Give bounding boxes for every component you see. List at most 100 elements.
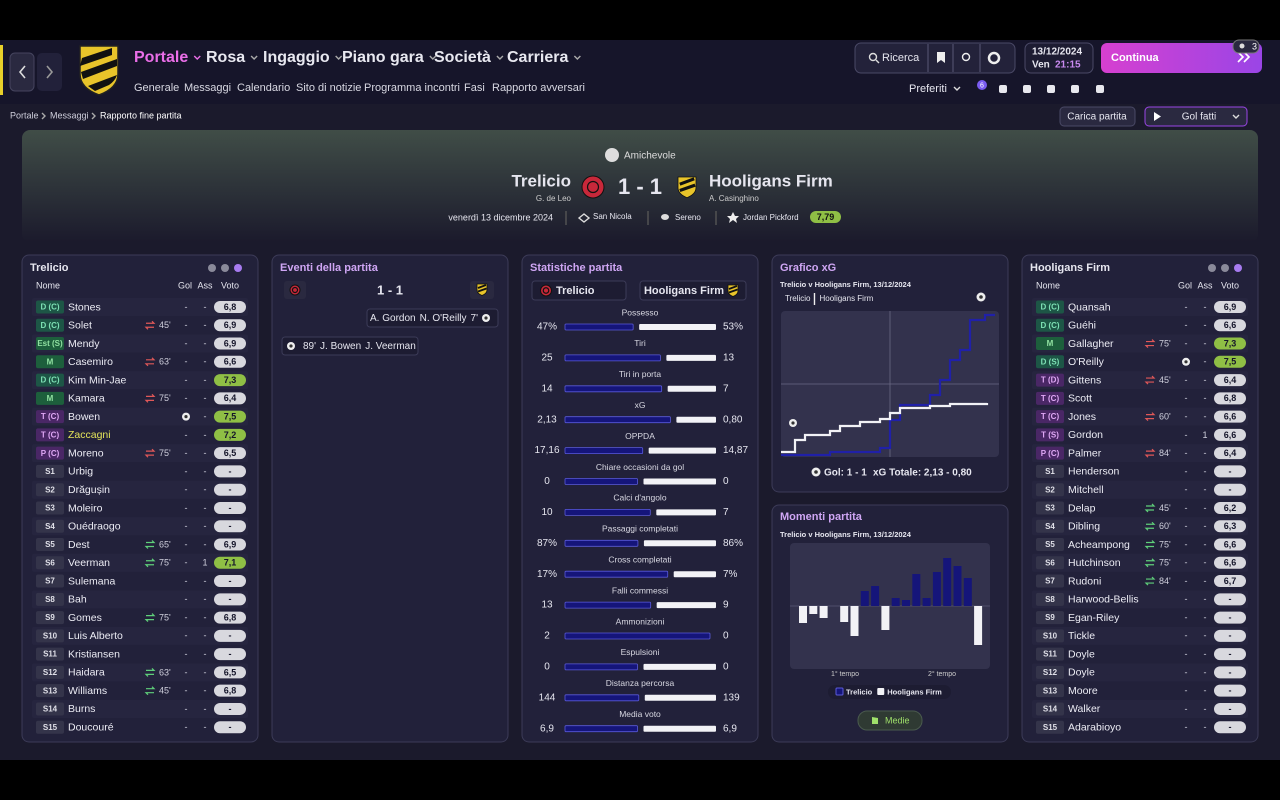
icon (335, 55, 343, 60)
favorites[interactable]: Preferiti (909, 83, 947, 95)
submenu-item[interactable]: Programma incontri (364, 82, 460, 94)
rating-pill (1214, 374, 1246, 387)
position: S12 (43, 668, 58, 677)
menu-item[interactable]: Società (434, 49, 491, 66)
player-name[interactable]: Adarabioyo (1068, 721, 1121, 733)
toolbar-icon[interactable] (1071, 85, 1079, 93)
toolbar-icon[interactable] (1023, 85, 1031, 93)
stat-bar-home (564, 508, 651, 516)
position-badge (1036, 647, 1064, 661)
player-name[interactable]: Jones (1068, 411, 1096, 423)
player-name[interactable]: Henderson (1068, 466, 1120, 478)
player-name[interactable]: Harwood-Bellis (1068, 594, 1139, 606)
submenu-item[interactable]: Calendario (237, 82, 290, 94)
player-name[interactable]: Doyle (1068, 648, 1095, 660)
player-name[interactable]: Delap (1068, 502, 1096, 514)
player-name[interactable]: Kamara (68, 393, 105, 405)
rating: 6,6 (224, 357, 237, 367)
menu-item[interactable]: Portale (134, 49, 188, 66)
menu-item[interactable]: Carriera (507, 49, 568, 66)
toolbar-icon[interactable] (1096, 85, 1104, 93)
submenu-item[interactable]: Messaggi (184, 82, 231, 94)
breadcrumb-item[interactable]: Messaggi (50, 110, 89, 120)
assists: - (204, 320, 207, 330)
goals-button[interactable] (1144, 106, 1248, 127)
position-badge (36, 592, 64, 606)
submenu-item[interactable]: Fasi (464, 82, 485, 94)
player-name[interactable]: Doyle (1068, 667, 1095, 679)
player-name[interactable]: Drăgușin (68, 484, 110, 496)
rating-pill (1214, 556, 1246, 569)
menu-item[interactable]: Piano gara (342, 49, 424, 66)
player-name[interactable]: Dest (68, 539, 90, 551)
player-name[interactable]: Palmer (1068, 447, 1102, 459)
submenu-item[interactable]: Generale (134, 82, 179, 94)
player-name[interactable]: Mendy (68, 338, 100, 350)
stat-home: 0 (544, 476, 550, 487)
averages-button[interactable] (857, 710, 923, 731)
player-name[interactable]: O'Reilly (1068, 356, 1105, 368)
forward-button[interactable] (37, 53, 62, 91)
panel-dot (1221, 264, 1229, 272)
player-name[interactable]: Guéhi (1068, 320, 1096, 332)
position-badge (36, 538, 64, 552)
player-name[interactable]: Solet (68, 320, 92, 332)
player-name[interactable]: Moleiro (68, 502, 103, 514)
player-name[interactable]: Luis Alberto (68, 630, 123, 642)
player-name[interactable]: Stones (68, 301, 101, 313)
player-name[interactable]: Rudoni (1068, 575, 1101, 587)
player-name[interactable]: Tickle (1068, 630, 1095, 642)
breadcrumb-item[interactable]: Portale (10, 110, 39, 120)
player-name[interactable]: Acheampong (1068, 539, 1130, 551)
player-name[interactable]: Moreno (68, 447, 104, 459)
player-name[interactable]: Egan-Riley (1068, 612, 1120, 624)
menu-item[interactable]: Ingaggio (263, 49, 330, 66)
menu-item[interactable]: Rosa (206, 49, 245, 66)
goals: - (1185, 686, 1188, 696)
player-name[interactable]: Veerman (68, 557, 110, 569)
position: S3 (45, 504, 55, 513)
player-name[interactable]: Casemiro (68, 356, 113, 368)
submenu-item[interactable]: Rapporto avversari (492, 82, 585, 94)
toolbar-icon[interactable] (1047, 85, 1055, 93)
player-name[interactable]: Haidara (68, 667, 105, 679)
player-name[interactable]: Williams (68, 685, 107, 697)
continue-button[interactable] (1101, 43, 1262, 73)
player-name[interactable]: Dibling (1068, 521, 1100, 533)
rating-pill (214, 721, 246, 734)
rating: - (1229, 631, 1232, 641)
submenu-item[interactable]: Sito di notizie (296, 82, 361, 94)
player-name[interactable]: Sulemana (68, 575, 115, 587)
player-name[interactable]: Quansah (1068, 301, 1111, 313)
assists: - (1204, 503, 1207, 513)
player-name[interactable]: Burns (68, 703, 95, 715)
player-name[interactable]: Mitchell (1068, 484, 1104, 496)
player-name[interactable]: Moore (1068, 685, 1098, 697)
player-name[interactable]: Ouédraogo (68, 521, 121, 533)
player-name[interactable]: Gallagher (1068, 338, 1114, 350)
player-name[interactable]: Gomes (68, 612, 102, 624)
player-name[interactable]: Urbig (68, 466, 93, 478)
assists: - (204, 686, 207, 696)
player-name[interactable]: Zaccagni (68, 429, 111, 441)
position: S6 (1045, 558, 1055, 567)
stat-bar-away (639, 324, 716, 330)
back-button[interactable] (9, 52, 35, 92)
panel-dot (1234, 264, 1242, 272)
player-name[interactable]: Hutchinson (1068, 557, 1121, 569)
player-name[interactable]: Kim Min-Jae (68, 374, 127, 386)
player-name[interactable]: Bowen (68, 411, 100, 423)
player-name[interactable]: Gordon (1068, 429, 1103, 441)
player-name[interactable]: Scott (1068, 393, 1092, 405)
player-name[interactable]: Doucouré (68, 721, 114, 733)
load-button[interactable] (1059, 106, 1136, 127)
player-name[interactable]: Walker (1068, 703, 1101, 715)
momentum-bar (840, 606, 849, 622)
panel-title: Statistiche partita (530, 262, 623, 274)
stat-bar-home (564, 694, 640, 702)
player-name[interactable]: Kristiansen (68, 648, 120, 660)
player-name[interactable]: Bah (68, 594, 87, 606)
player-name[interactable]: Gittens (1068, 374, 1101, 386)
toolbar-icon[interactable] (999, 85, 1007, 93)
search-button[interactable]: Ricerca (882, 52, 920, 64)
